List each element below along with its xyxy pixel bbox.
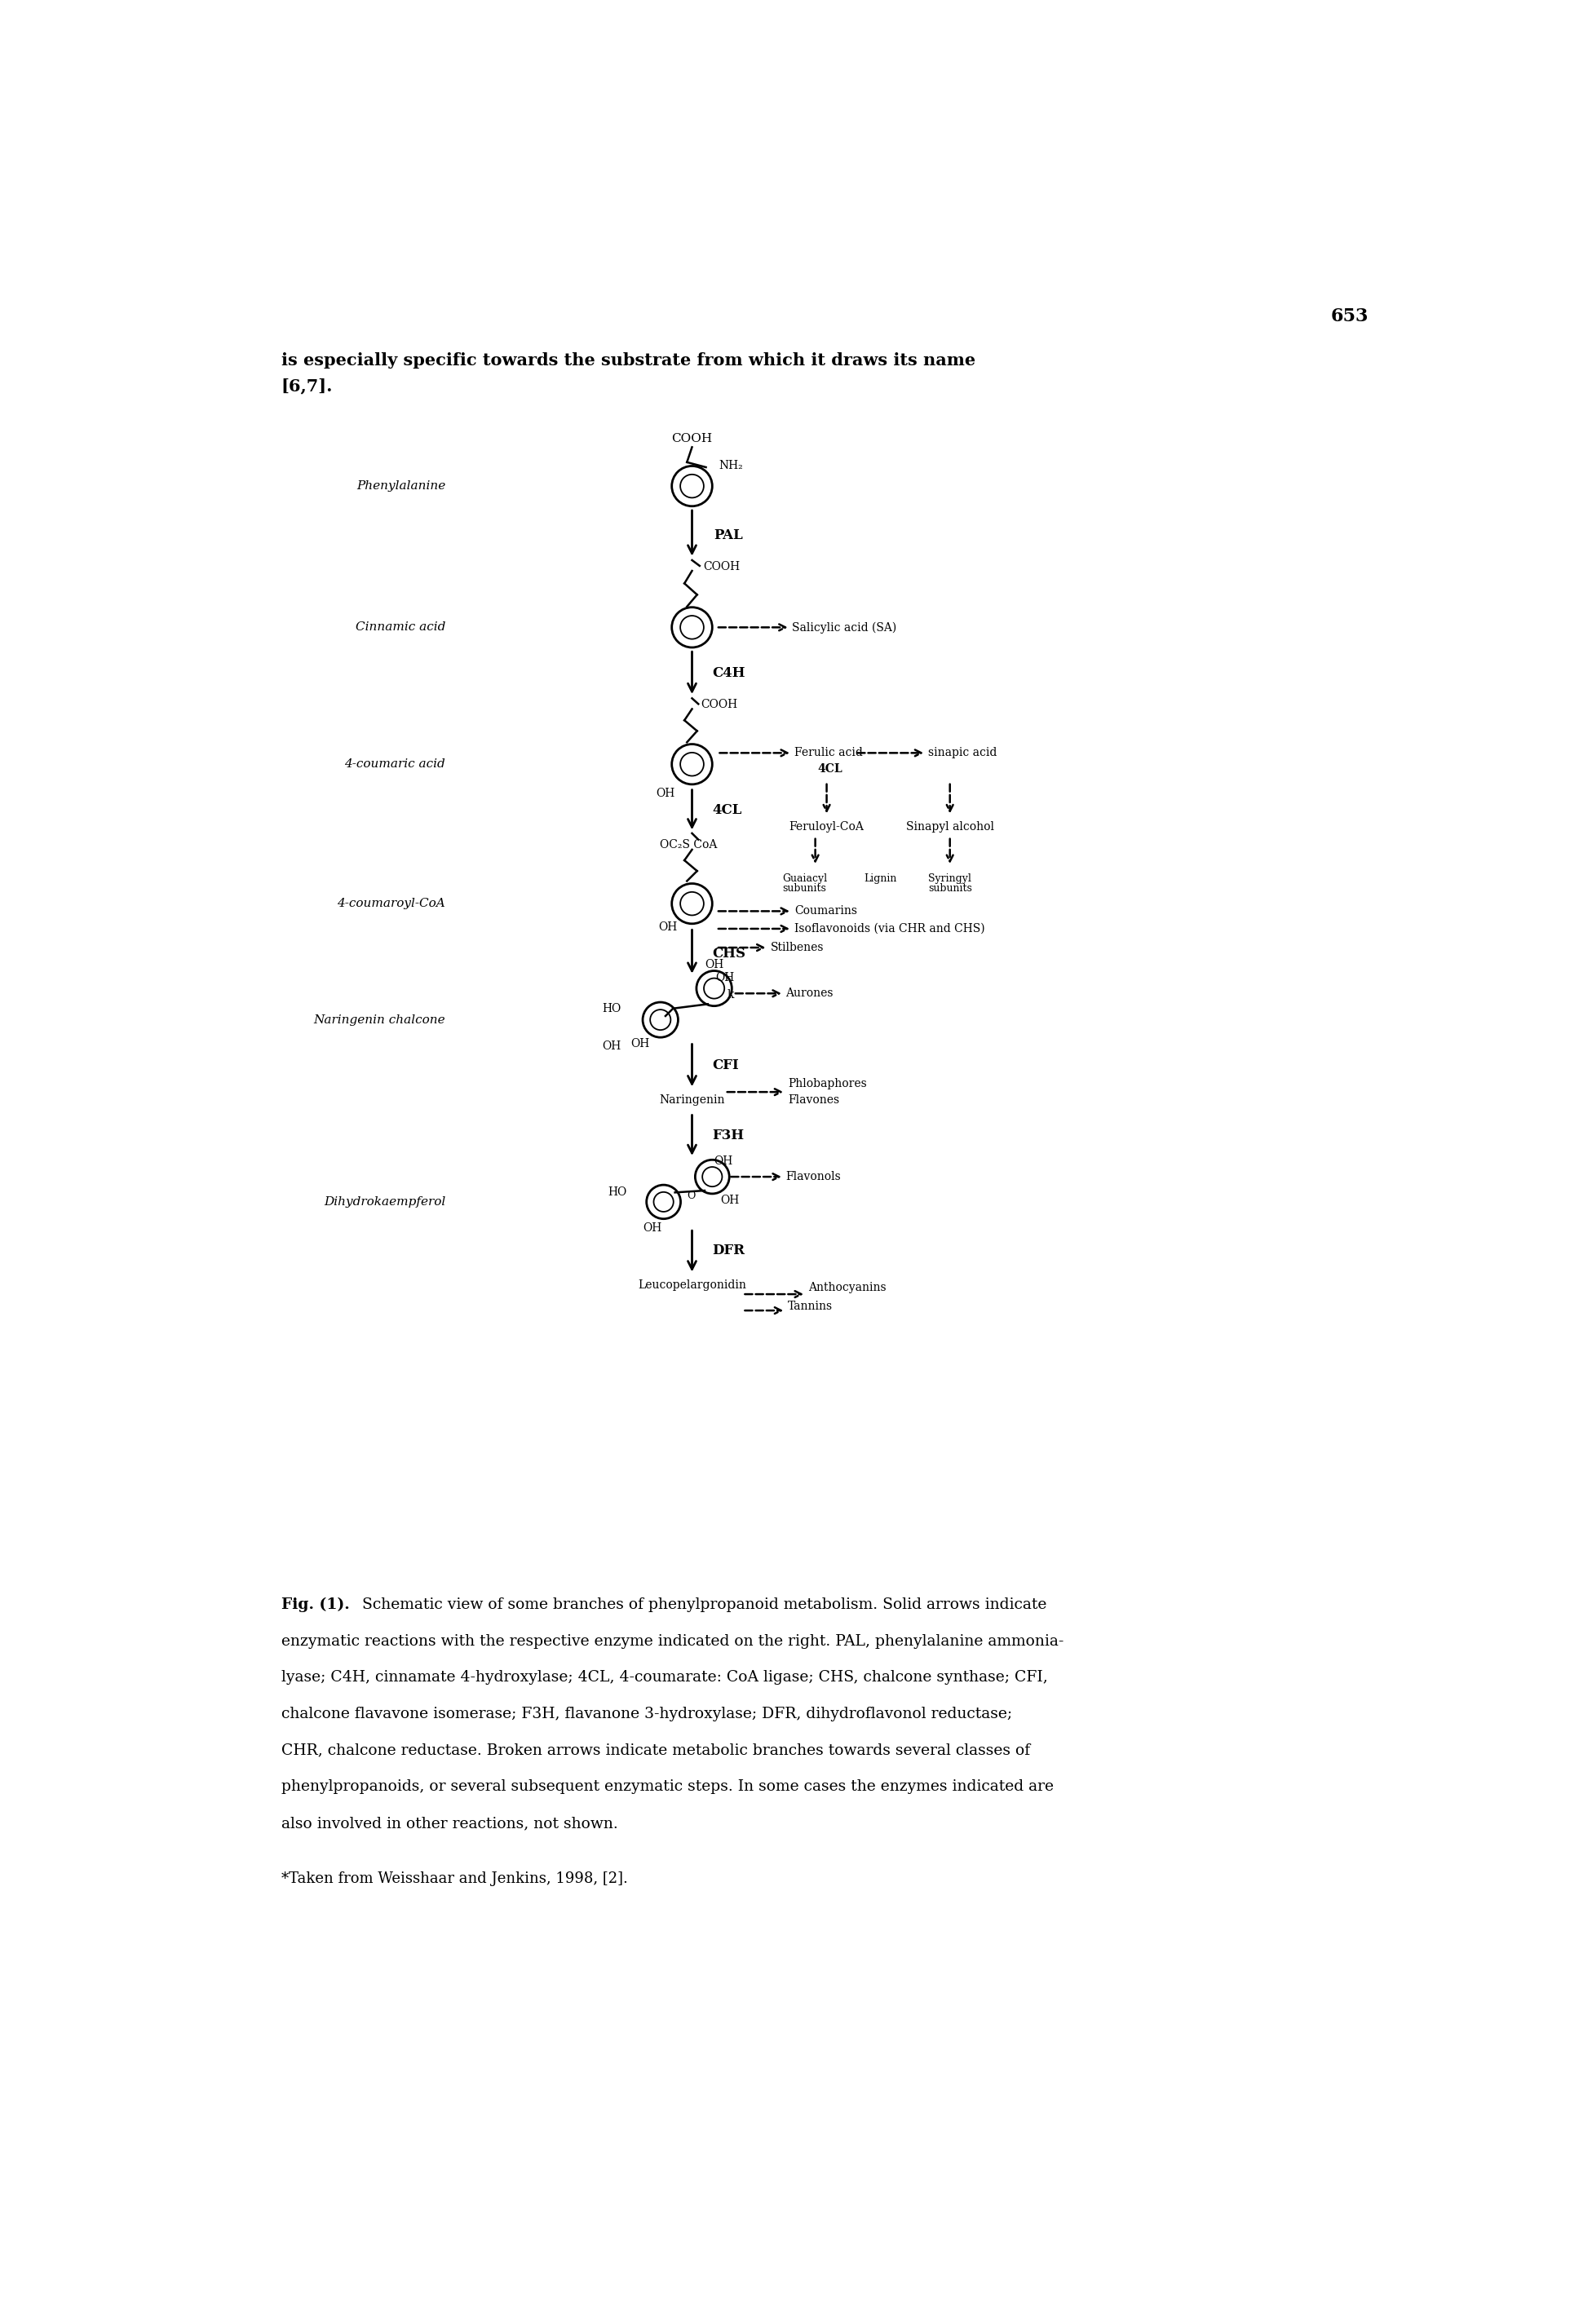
Text: Cinnamic acid: Cinnamic acid	[355, 621, 446, 632]
Text: Feruloyl-CoA: Feruloyl-CoA	[790, 820, 864, 832]
Text: OH: OH	[715, 1155, 732, 1167]
Text: Naringenin chalcone: Naringenin chalcone	[314, 1013, 446, 1025]
Text: COOH: COOH	[704, 560, 740, 572]
Text: OH: OH	[656, 788, 675, 799]
Text: Anthocyanins: Anthocyanins	[809, 1283, 887, 1294]
Text: C4H: C4H	[712, 667, 745, 681]
Text: [6,7].: [6,7].	[282, 376, 333, 393]
Text: 4CL: 4CL	[712, 804, 742, 818]
Text: NH₂: NH₂	[718, 460, 743, 472]
Text: OC₂S CoA: OC₂S CoA	[661, 839, 718, 851]
Text: COOH: COOH	[700, 700, 737, 711]
Text: 653: 653	[1331, 307, 1368, 325]
Text: CHR, chalcone reductase. Broken arrows indicate metabolic branches towards sever: CHR, chalcone reductase. Broken arrows i…	[282, 1743, 1030, 1757]
Text: enzymatic reactions with the respective enzyme indicated on the right. PAL, phen: enzymatic reactions with the respective …	[282, 1634, 1063, 1648]
Text: Tannins: Tannins	[788, 1301, 833, 1313]
Text: OH: OH	[643, 1222, 662, 1234]
Text: PAL: PAL	[715, 528, 743, 541]
Text: OH: OH	[630, 1039, 650, 1050]
Text: OH: OH	[659, 923, 678, 934]
Text: chalcone flavavone isomerase; F3H, flavanone 3-hydroxylase; DFR, dihydroflavonol: chalcone flavavone isomerase; F3H, flava…	[282, 1706, 1013, 1722]
Text: Fig. (1).: Fig. (1).	[282, 1597, 350, 1613]
Text: 4-coumaric acid: 4-coumaric acid	[344, 758, 446, 769]
Text: is especially specific towards the substrate from which it draws its name: is especially specific towards the subst…	[282, 353, 976, 370]
Text: CHS: CHS	[712, 946, 745, 960]
Text: also involved in other reactions, not shown.: also involved in other reactions, not sh…	[282, 1815, 618, 1831]
Text: subunits: subunits	[928, 883, 971, 895]
Text: Isoflavonoids (via CHR and CHS): Isoflavonoids (via CHR and CHS)	[794, 923, 985, 934]
Text: F3H: F3H	[712, 1129, 743, 1143]
Text: DFR: DFR	[712, 1243, 745, 1257]
Text: Ferulic acid: Ferulic acid	[794, 748, 863, 758]
Text: Naringenin: Naringenin	[659, 1095, 724, 1106]
Text: Dihydrokaempferol: Dihydrokaempferol	[323, 1197, 446, 1208]
Text: Guaiacyl: Guaiacyl	[782, 874, 826, 883]
Text: Leucopelargonidin: Leucopelargonidin	[638, 1281, 747, 1292]
Text: Salicylic acid (SA): Salicylic acid (SA)	[791, 621, 896, 632]
Text: CFI: CFI	[712, 1057, 739, 1071]
Text: Syringyl: Syringyl	[928, 874, 971, 883]
Text: Phlobaphores: Phlobaphores	[788, 1078, 868, 1090]
Text: Flavonols: Flavonols	[785, 1171, 841, 1183]
Text: sinapic acid: sinapic acid	[928, 748, 997, 758]
Text: lyase; C4H, cinnamate 4-hydroxylase; 4CL, 4-coumarate: CoA ligase; CHS, chalcone: lyase; C4H, cinnamate 4-hydroxylase; 4CL…	[282, 1671, 1048, 1685]
Text: OH: OH	[602, 1041, 621, 1053]
Text: 4CL: 4CL	[817, 765, 842, 774]
Text: O: O	[686, 1190, 696, 1202]
Text: subunits: subunits	[783, 883, 826, 895]
Text: Lignin: Lignin	[864, 874, 896, 883]
Text: *Taken from Weisshaar and Jenkins, 1998, [2].: *Taken from Weisshaar and Jenkins, 1998,…	[282, 1871, 627, 1885]
Text: Coumarins: Coumarins	[794, 906, 856, 918]
Text: 4-coumaroyl-CoA: 4-coumaroyl-CoA	[338, 897, 446, 909]
Text: HO: HO	[602, 1002, 621, 1013]
Text: Phenylalanine: Phenylalanine	[357, 481, 446, 493]
Text: Schematic view of some branches of phenylpropanoid metabolism. Solid arrows indi: Schematic view of some branches of pheny…	[357, 1597, 1046, 1613]
Text: HO: HO	[608, 1188, 627, 1199]
Text: OH: OH	[715, 971, 734, 983]
Text: OH: OH	[721, 1195, 739, 1206]
Text: COOH: COOH	[672, 432, 713, 444]
Text: Aurones: Aurones	[785, 988, 833, 999]
Text: k: k	[728, 990, 734, 999]
Text: OH: OH	[705, 960, 724, 969]
Text: Flavones: Flavones	[788, 1095, 839, 1106]
Text: phenylpropanoids, or several subsequent enzymatic steps. In some cases the enzym: phenylpropanoids, or several subsequent …	[282, 1780, 1054, 1794]
Text: Sinapyl alcohol: Sinapyl alcohol	[906, 820, 993, 832]
Text: Stilbenes: Stilbenes	[771, 941, 823, 953]
